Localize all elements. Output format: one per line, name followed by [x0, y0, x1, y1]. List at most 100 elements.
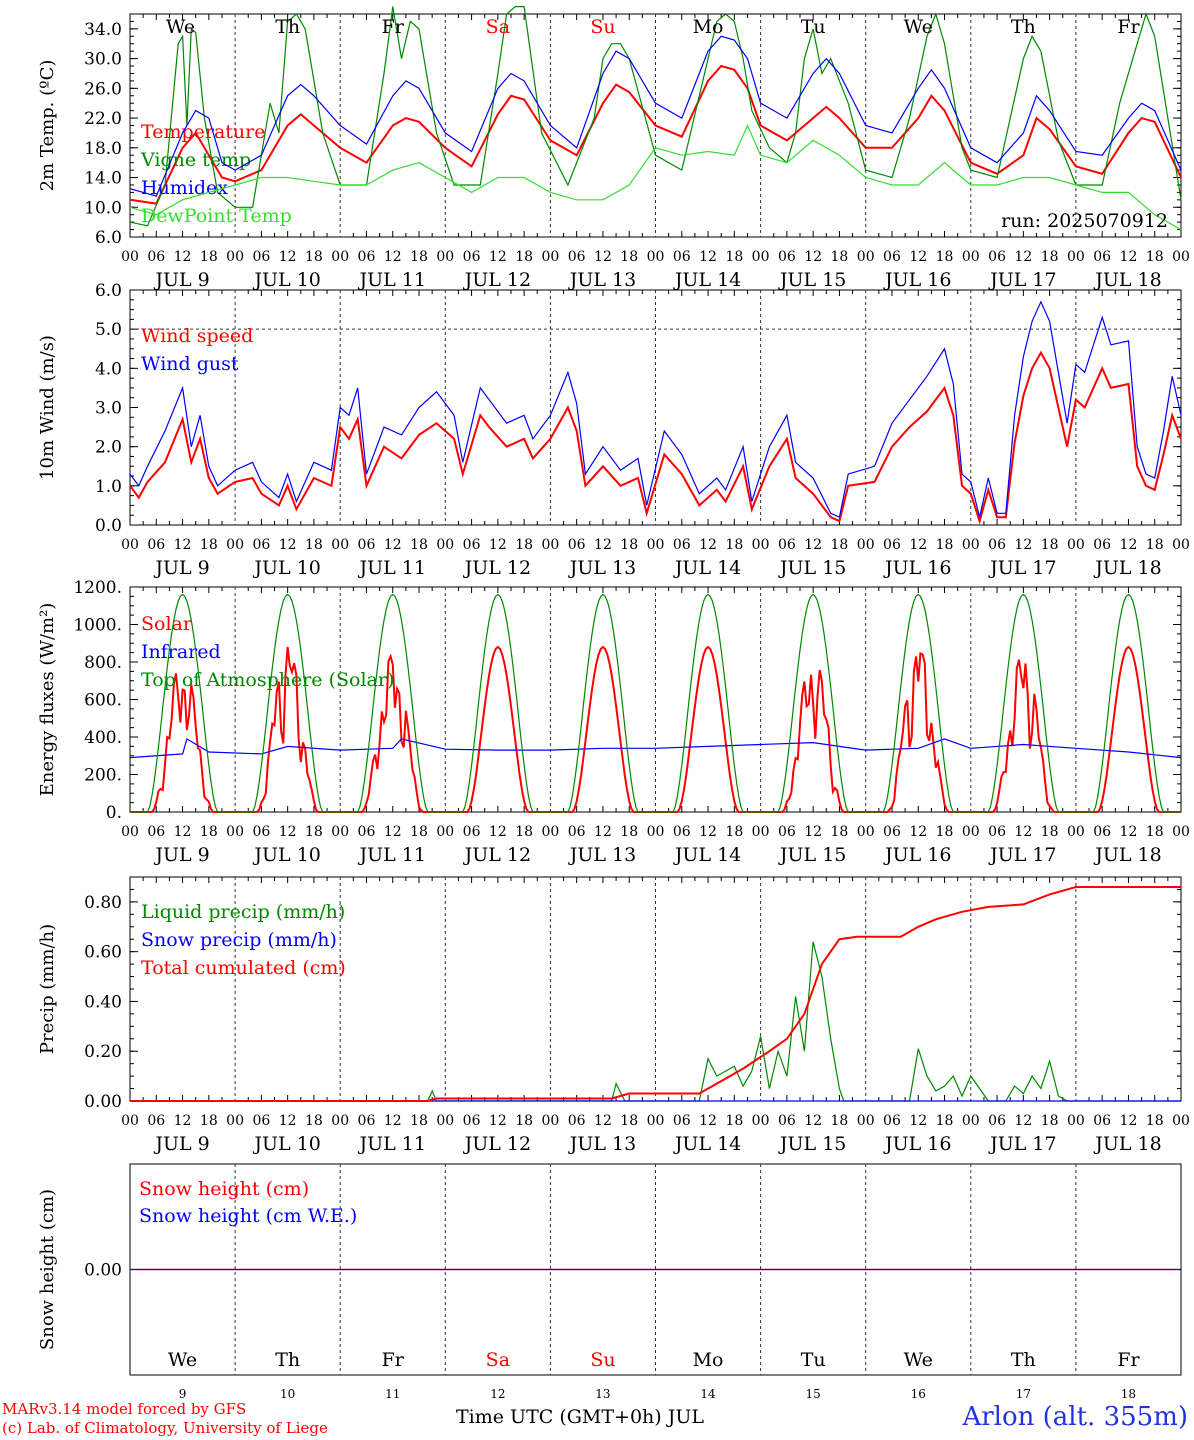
legend-entry: Wind gust — [141, 353, 239, 375]
day-label: JUL 12 — [463, 844, 531, 866]
hour-label: 12 — [1014, 1113, 1032, 1129]
weekday-label: We — [168, 1349, 197, 1371]
hour-label: 18 — [515, 824, 533, 840]
hour-label: 12 — [1120, 1113, 1138, 1129]
hour-label: 06 — [147, 1113, 165, 1129]
y-tick-label: 14.0 — [84, 169, 122, 189]
day-label: JUL 16 — [883, 269, 951, 291]
day-label: JUL 17 — [988, 269, 1056, 291]
hour-label: 06 — [988, 537, 1006, 553]
station-name: Arlon (alt. 355m) — [962, 1402, 1188, 1432]
hour-label: 12 — [174, 824, 192, 840]
hour-label: 18 — [936, 1113, 954, 1129]
day-label: JUL 14 — [673, 269, 741, 291]
hour-label: 06 — [778, 537, 796, 553]
day-label: JUL 16 — [883, 1133, 951, 1155]
day-label: JUL 18 — [1093, 557, 1161, 579]
hour-label: 12 — [174, 1113, 192, 1129]
hour-label: 00 — [436, 1113, 454, 1129]
hour-label: 06 — [1093, 537, 1111, 553]
hour-label: 00 — [226, 249, 244, 265]
hour-label: 00 — [541, 537, 559, 553]
credit-line: (c) Lab. of Climatology, University of L… — [2, 1419, 328, 1437]
hour-label: 12 — [804, 249, 822, 265]
date-label: 12 — [490, 1387, 505, 1401]
hour-label: 18 — [831, 824, 849, 840]
day-label: JUL 18 — [1093, 844, 1161, 866]
run-label: run: 2025070912 — [1001, 210, 1168, 232]
hour-label: 06 — [883, 824, 901, 840]
hour-label: 06 — [358, 1113, 376, 1129]
hour-label: 12 — [594, 537, 612, 553]
day-label: JUL 9 — [153, 269, 209, 291]
y-axis-label: Energy fluxes (W/m²) — [37, 603, 58, 797]
legend-entry: Snow height (cm W.E.) — [139, 1205, 357, 1227]
hour-label: 06 — [568, 537, 586, 553]
series-line — [129, 6, 1182, 227]
y-axis-label: Precip (mm/h) — [37, 924, 58, 1054]
y-axis-label: 10m Wind (m/s) — [37, 335, 58, 480]
hour-label: 00 — [962, 249, 980, 265]
y-tick-label: 22.0 — [84, 109, 122, 129]
hour-label: 12 — [594, 824, 612, 840]
y-tick-label: 1200. — [73, 578, 122, 598]
hour-label: 18 — [1146, 537, 1164, 553]
hour-label: 06 — [568, 1113, 586, 1129]
hour-label: 06 — [778, 824, 796, 840]
hour-label: 00 — [121, 537, 139, 553]
day-label: JUL 12 — [463, 1133, 531, 1155]
hour-label: 00 — [857, 1113, 875, 1129]
day-label: JUL 17 — [988, 844, 1056, 866]
hour-label: 12 — [909, 1113, 927, 1129]
day-label: JUL 15 — [778, 557, 846, 579]
hour-label: 06 — [463, 1113, 481, 1129]
hour-label: 06 — [252, 537, 270, 553]
hour-label: 00 — [752, 249, 770, 265]
series-line — [129, 300, 1182, 519]
hour-label: 18 — [515, 537, 533, 553]
day-label: JUL 10 — [252, 269, 320, 291]
hour-label: 06 — [463, 249, 481, 265]
weekday-label: Fr — [1117, 1349, 1140, 1371]
day-label: JUL 11 — [358, 557, 426, 579]
hour-label: 18 — [515, 1113, 533, 1129]
day-label: JUL 13 — [568, 1133, 636, 1155]
hour-label: 00 — [121, 249, 139, 265]
day-label: JUL 13 — [568, 557, 636, 579]
hour-label: 18 — [936, 249, 954, 265]
hour-label: 00 — [1172, 1113, 1190, 1129]
hour-label: 18 — [936, 537, 954, 553]
hour-label: 00 — [1172, 824, 1190, 840]
hour-label: 00 — [752, 824, 770, 840]
hour-label: 00 — [331, 249, 349, 265]
y-tick-label: 34.0 — [84, 20, 122, 40]
y-tick-label: 0.20 — [84, 1042, 122, 1062]
hour-label: 06 — [147, 249, 165, 265]
hour-label: 18 — [831, 249, 849, 265]
hour-label: 00 — [647, 249, 665, 265]
hour-label: 18 — [831, 1113, 849, 1129]
hour-label: 00 — [962, 824, 980, 840]
hour-label: 06 — [1093, 824, 1111, 840]
hour-label: 18 — [305, 537, 323, 553]
series-line — [129, 124, 1182, 231]
hour-label: 00 — [121, 1113, 139, 1129]
hour-label: 00 — [752, 537, 770, 553]
hour-label: 18 — [410, 249, 428, 265]
hour-label: 12 — [384, 537, 402, 553]
hour-label: 18 — [1146, 1113, 1164, 1129]
hour-label: 18 — [410, 537, 428, 553]
hour-label: 12 — [594, 1113, 612, 1129]
hour-label: 00 — [857, 537, 875, 553]
weekday-label: Fr — [382, 16, 405, 38]
y-tick-label: 0.40 — [84, 992, 122, 1012]
hour-label: 00 — [1172, 249, 1190, 265]
hour-label: 00 — [647, 1113, 665, 1129]
hour-label: 06 — [883, 1113, 901, 1129]
y-tick-label: 0.80 — [84, 893, 122, 913]
hour-label: 12 — [279, 249, 297, 265]
day-label: JUL 10 — [252, 844, 320, 866]
day-label: JUL 14 — [673, 844, 741, 866]
weekday-label: We — [166, 16, 195, 38]
hour-label: 06 — [883, 249, 901, 265]
